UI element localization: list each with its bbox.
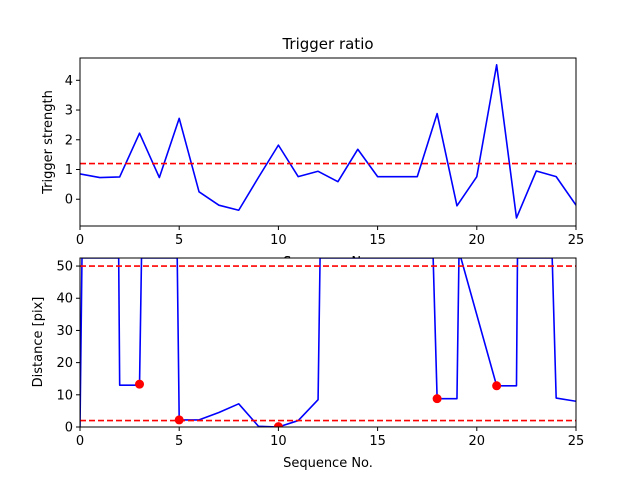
y-tick-label: 20 xyxy=(56,356,73,371)
x-tick-label: 15 xyxy=(369,233,386,248)
y-tick-label: 30 xyxy=(56,324,73,339)
data-point xyxy=(492,381,502,391)
y-axis-label: Trigger strength xyxy=(41,90,56,195)
y-tick-label: 3 xyxy=(65,104,73,119)
series-line xyxy=(80,64,576,219)
x-tick-label: 15 xyxy=(369,434,386,449)
x-tick-label: 5 xyxy=(175,233,183,248)
y-axis-label: Distance [pix] xyxy=(31,297,46,388)
distance-chart: 0 5 10 15 20 25 0 10 20 30 40 50 Sequence No. Dista… xyxy=(31,257,585,471)
x-tick-label: 25 xyxy=(568,434,585,449)
x-tick-label: 0 xyxy=(76,233,84,248)
y-tick-label: 0 xyxy=(65,193,73,208)
x-axis-label: Sequence No. xyxy=(283,456,373,471)
chart-title: Trigger ratio xyxy=(281,35,373,53)
y-tick-label: 40 xyxy=(56,292,73,307)
y-tick-label: 10 xyxy=(56,388,73,403)
data-point xyxy=(135,379,145,389)
plot-background xyxy=(80,258,576,427)
data-point xyxy=(273,422,283,427)
x-tick-label: 20 xyxy=(469,233,486,248)
x-tick-label: 10 xyxy=(270,233,287,248)
x-tick-label: 0 xyxy=(76,434,84,449)
plot-frame xyxy=(79,57,577,227)
y-tick-label: 50 xyxy=(56,260,73,275)
x-tick-label: 10 xyxy=(270,434,287,449)
data-point xyxy=(432,394,442,404)
y-tick-label: 2 xyxy=(65,133,73,148)
x-tick-label: 5 xyxy=(175,434,183,449)
y-tick-label: 1 xyxy=(65,163,73,178)
x-tick-label: 25 xyxy=(568,233,585,248)
x-tick-label: 20 xyxy=(469,434,486,449)
y-tick-label: 4 xyxy=(65,74,73,89)
plot-frame xyxy=(79,257,577,428)
y-tick-label: 0 xyxy=(65,421,73,436)
